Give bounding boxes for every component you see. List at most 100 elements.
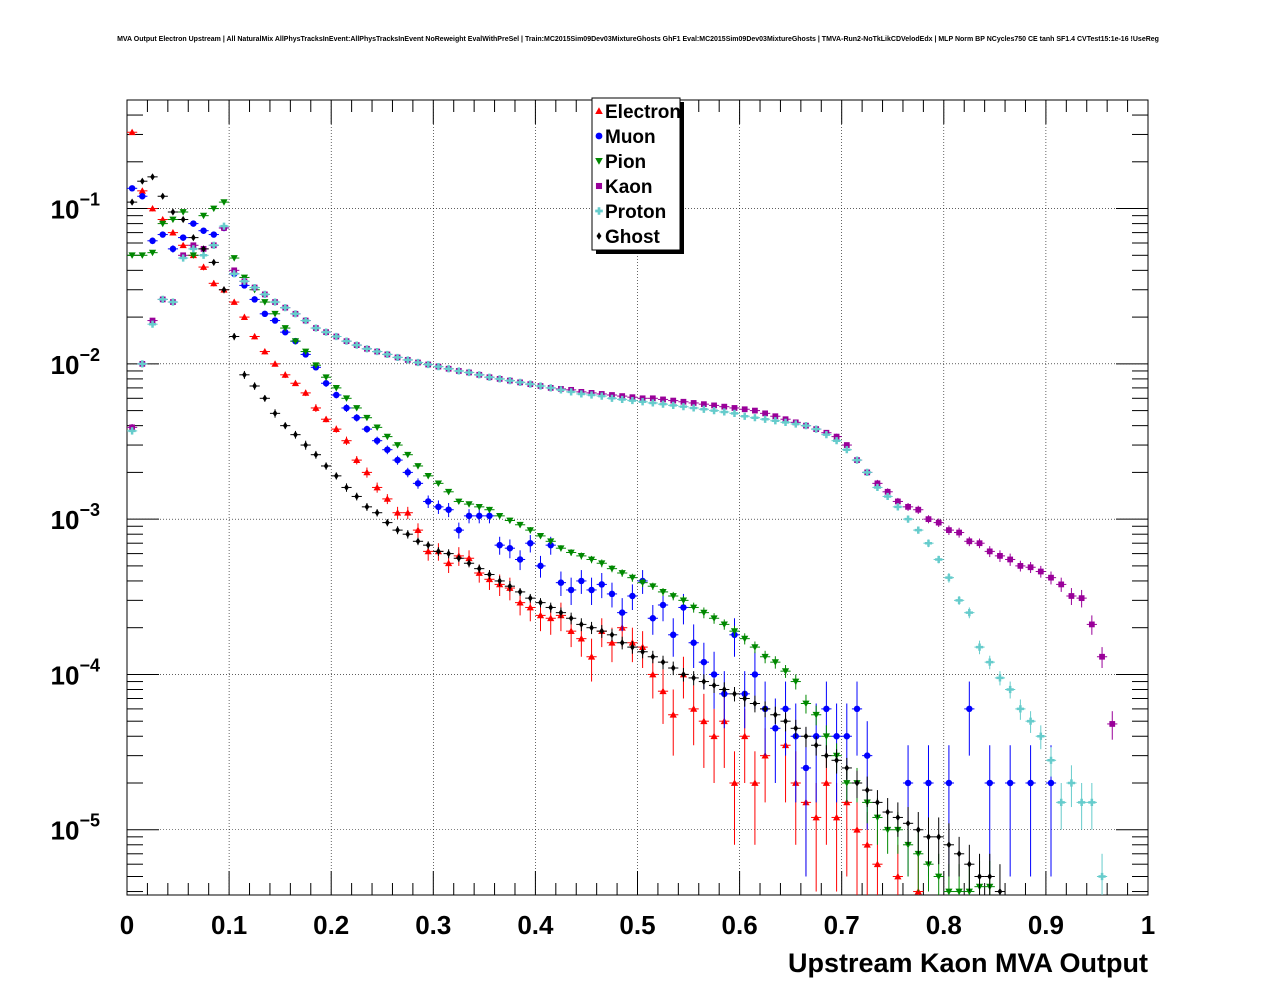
data-point bbox=[424, 472, 432, 480]
data-point bbox=[536, 611, 545, 619]
data-point bbox=[568, 614, 574, 622]
legend-entry-electron: Electron bbox=[605, 102, 681, 123]
chart-title: MVA Output Electron Upstream | All Natur… bbox=[117, 36, 1159, 43]
x-tick-label: 0.3 bbox=[415, 910, 451, 940]
data-point bbox=[782, 705, 789, 713]
data-point bbox=[710, 406, 718, 415]
data-point bbox=[812, 813, 820, 821]
data-point bbox=[649, 399, 657, 407]
data-point bbox=[230, 255, 238, 262]
data-point bbox=[965, 888, 973, 896]
data-point bbox=[455, 526, 463, 534]
data-point bbox=[926, 833, 931, 841]
data-point bbox=[567, 549, 575, 557]
data-point bbox=[475, 503, 483, 511]
x-tick-label: 1 bbox=[1141, 910, 1155, 940]
data-point bbox=[822, 733, 830, 740]
data-point bbox=[363, 414, 371, 422]
x-tick-label: 0.5 bbox=[619, 910, 655, 940]
data-point bbox=[730, 779, 739, 786]
data-point bbox=[843, 733, 851, 740]
data-point bbox=[129, 198, 135, 206]
data-point bbox=[364, 503, 370, 511]
data-point bbox=[424, 360, 432, 369]
data-point bbox=[904, 841, 912, 849]
data-point bbox=[986, 779, 993, 787]
data-point bbox=[385, 519, 390, 527]
data-point bbox=[752, 407, 758, 414]
data-point bbox=[751, 671, 759, 678]
data-point bbox=[404, 469, 412, 476]
data-point bbox=[711, 402, 717, 409]
data-point bbox=[853, 456, 861, 464]
data-point bbox=[261, 299, 269, 306]
data-point bbox=[640, 648, 645, 656]
data-point bbox=[873, 860, 882, 868]
data-point bbox=[261, 290, 269, 299]
data-point bbox=[1068, 593, 1075, 599]
data-point bbox=[792, 420, 800, 428]
x-tick-label: 0 bbox=[120, 910, 134, 940]
data-point bbox=[128, 427, 136, 435]
data-point bbox=[628, 396, 636, 405]
data-point bbox=[363, 345, 371, 353]
data-point bbox=[291, 379, 300, 387]
data-point bbox=[191, 234, 196, 242]
data-point bbox=[179, 241, 187, 249]
data-point bbox=[730, 409, 739, 417]
data-point bbox=[404, 356, 412, 364]
data-point bbox=[772, 725, 779, 732]
data-point bbox=[1109, 721, 1116, 727]
data-point bbox=[721, 403, 728, 410]
data-point bbox=[128, 252, 136, 259]
data-point bbox=[701, 677, 707, 686]
data-point bbox=[485, 506, 494, 514]
data-point bbox=[1037, 732, 1045, 740]
data-point bbox=[199, 251, 208, 259]
data-point bbox=[210, 231, 218, 238]
data-point bbox=[873, 814, 882, 822]
data-point bbox=[302, 348, 310, 356]
data-point bbox=[436, 547, 441, 555]
data-point bbox=[752, 699, 758, 708]
data-point bbox=[1026, 717, 1035, 725]
data-point bbox=[669, 401, 677, 410]
series-electron bbox=[127, 128, 924, 895]
data-point bbox=[332, 425, 340, 432]
data-point bbox=[199, 212, 208, 220]
data-point bbox=[373, 483, 381, 491]
data-point bbox=[587, 653, 596, 660]
data-point bbox=[466, 559, 472, 567]
data-point bbox=[557, 386, 565, 394]
data-point bbox=[547, 384, 555, 392]
data-point bbox=[844, 764, 850, 772]
data-point bbox=[700, 609, 708, 617]
data-point bbox=[741, 635, 749, 643]
data-point bbox=[538, 599, 543, 607]
data-point bbox=[526, 380, 534, 388]
data-point bbox=[925, 516, 932, 523]
data-point bbox=[762, 410, 769, 417]
data-point bbox=[405, 530, 411, 538]
data-point bbox=[802, 700, 810, 708]
data-point bbox=[189, 252, 197, 259]
data-point bbox=[1099, 653, 1105, 660]
data-point bbox=[496, 512, 504, 520]
data-point bbox=[404, 451, 412, 459]
data-point bbox=[476, 565, 482, 573]
data-point bbox=[792, 678, 800, 686]
data-point bbox=[353, 414, 360, 421]
data-point bbox=[812, 711, 820, 719]
data-point bbox=[1058, 581, 1065, 588]
data-point bbox=[915, 506, 922, 513]
data-point bbox=[895, 813, 901, 822]
data-point bbox=[577, 553, 585, 560]
data-point bbox=[905, 819, 911, 827]
data-series bbox=[127, 128, 1118, 896]
data-point bbox=[577, 635, 585, 642]
data-point bbox=[700, 658, 708, 666]
data-point bbox=[373, 424, 381, 431]
data-point bbox=[322, 380, 330, 387]
data-point bbox=[577, 390, 585, 398]
data-point bbox=[915, 826, 921, 834]
